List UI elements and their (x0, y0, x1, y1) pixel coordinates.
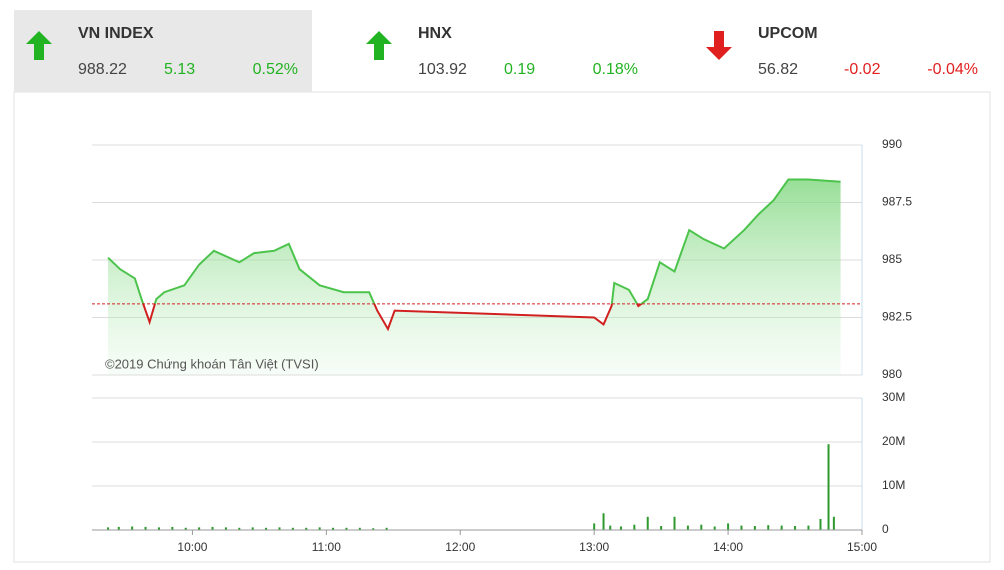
ticker-bg (14, 10, 312, 92)
area (108, 179, 841, 375)
y-tick-label: 20M (882, 434, 905, 448)
price-line-up (107, 178, 841, 304)
y-tick-label: 985 (882, 252, 902, 266)
volume-bar (767, 525, 770, 530)
annotation: ©2019 Chứng khoán Tân Việt (TVSI) (105, 356, 319, 371)
x-tick-label: 11:00 (312, 540, 341, 554)
volume-bar (609, 525, 612, 530)
arrow-up (366, 31, 392, 60)
volume-bar (131, 526, 134, 530)
volume-bar (700, 524, 703, 530)
y-tick-label: 987.5 (882, 195, 912, 209)
ticker-value: 56.82 (758, 61, 798, 78)
volume-bar (633, 524, 636, 530)
volume-bar (619, 526, 622, 530)
price-line-down (142, 303, 643, 332)
ticker-percent: 0.52% (253, 61, 298, 78)
volume-bar (593, 523, 596, 530)
volume-bar (171, 526, 174, 530)
volume-bar (332, 527, 335, 530)
volume-bar (602, 513, 605, 530)
arrow-up (26, 31, 52, 60)
ticker-value: 103.92 (418, 61, 467, 78)
volume-bar (345, 527, 348, 530)
volume-bar (727, 523, 730, 530)
ticker-name: VN INDEX (78, 25, 154, 42)
x-tick-label: 14:00 (713, 540, 743, 554)
ticker-percent: 0.18% (593, 61, 638, 78)
volume-bar (385, 527, 388, 530)
volume-bar (211, 526, 214, 530)
ticker-bar: VN INDEX 988.22 5.13 0.52% HNX 103.92 0.19 0.18… (14, 10, 978, 92)
ticker-percent: -0.04% (927, 61, 978, 78)
x-tick-label: 15:00 (847, 540, 877, 554)
volume-bar (157, 527, 160, 530)
y-tick-label: 980 (882, 367, 902, 381)
ticker[interactable]: HNX 103.92 0.19 0.18% (366, 25, 638, 78)
volume-bar (198, 527, 201, 530)
chart-frame (13, 91, 991, 563)
volume-bar (144, 526, 147, 530)
x-tick-label: 12:00 (445, 540, 475, 554)
volume-bar (819, 519, 822, 530)
y-tick-label: 30M (882, 390, 905, 404)
volume-bar (740, 525, 743, 530)
volume-bar (794, 526, 797, 530)
volume-bar (107, 527, 110, 530)
volume-bar (238, 527, 241, 530)
volume-bar (780, 525, 783, 530)
volume-bar (827, 444, 830, 530)
volume-bar (224, 527, 227, 530)
volume-bar (807, 525, 810, 530)
ticker-change: 0.19 (504, 61, 535, 78)
volume-bar (673, 516, 676, 530)
volume-bar (372, 528, 375, 530)
volume-bar (686, 525, 689, 530)
volume-bar (318, 527, 321, 530)
ticker[interactable]: UPCOM 56.82 -0.02 -0.04% (706, 25, 978, 78)
volume-bar (251, 527, 254, 530)
volume-bar (753, 526, 756, 530)
ticker-name: HNX (418, 25, 452, 42)
y-tick-label: 10M (882, 478, 905, 492)
volume-bar (832, 516, 835, 530)
volume-bar (646, 516, 649, 530)
volume-bar (265, 527, 268, 530)
volume-bar (291, 527, 294, 530)
x-tick-label: 13:00 (579, 540, 609, 554)
chart: 980 982.5 985 987.5 990 ©2019 Chứng khoán Tân… (92, 137, 912, 554)
volume-bar (358, 527, 361, 530)
volume-bar (117, 526, 120, 530)
volume-bar (184, 527, 187, 530)
ticker-change: -0.02 (844, 61, 881, 78)
volume-bar (713, 526, 716, 530)
x-tick-label: 10:00 (177, 540, 207, 554)
arrow-down (706, 31, 732, 60)
ticker-name: UPCOM (758, 25, 818, 42)
ticker-change: 5.13 (164, 61, 195, 78)
ticker-value: 988.22 (78, 61, 127, 78)
volume-bar (660, 526, 663, 530)
y-tick-label: 990 (882, 137, 902, 151)
volume-bar (278, 527, 281, 530)
y-tick-label: 0 (882, 522, 889, 536)
y-tick-label: 982.5 (882, 310, 912, 324)
volume-bar (305, 527, 308, 530)
ticker[interactable]: VN INDEX 988.22 5.13 0.52% (14, 10, 312, 92)
